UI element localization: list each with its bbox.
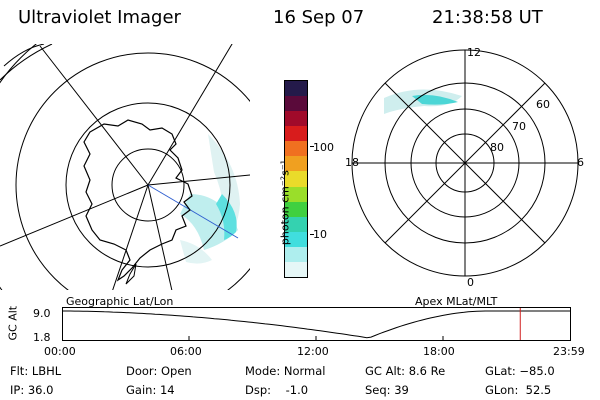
magnetic-map bbox=[351, 49, 579, 277]
mlat-label-80: 80 bbox=[490, 141, 504, 154]
altitude-plot bbox=[62, 307, 571, 341]
time-tick-3: 18:00 bbox=[423, 345, 455, 358]
status-door: Door: Open bbox=[126, 364, 192, 378]
colorbar bbox=[284, 80, 308, 278]
time-tick-4: 23:59 bbox=[553, 345, 585, 358]
colorbar-tick-100: 100 bbox=[313, 141, 334, 154]
altitude-ymin: 1.8 bbox=[33, 331, 51, 344]
status-gain: Gain: 14 bbox=[126, 383, 175, 397]
geographic-map bbox=[0, 44, 250, 290]
status-ip: IP: 36.0 bbox=[10, 383, 54, 397]
image-date: 16 Sep 07 bbox=[273, 7, 365, 28]
aurora-oval bbox=[384, 89, 462, 114]
mlt-label-0: 0 bbox=[467, 276, 474, 289]
status-seq: Seq: 39 bbox=[365, 383, 409, 397]
mlat-label-70: 70 bbox=[512, 120, 526, 133]
status-glat: GLat: −85.0 bbox=[485, 364, 555, 378]
mlt-label-18: 18 bbox=[345, 156, 359, 169]
magnetic-map-caption: Apex MLat/MLT bbox=[415, 295, 498, 308]
geographic-map-caption: Geographic Lat/Lon bbox=[66, 295, 174, 308]
status-glon: GLon: 52.5 bbox=[485, 383, 552, 397]
status-dsp: Dsp: -1.0 bbox=[245, 383, 309, 397]
colorbar-tick-10: 10 bbox=[313, 228, 327, 241]
time-tick-1: 06:00 bbox=[170, 345, 202, 358]
status-mode: Mode: Normal bbox=[245, 364, 326, 378]
status-gc-alt: GC Alt: 8.6 Re bbox=[365, 364, 446, 378]
time-tick-2: 12:00 bbox=[297, 345, 329, 358]
time-tick-0: 00:00 bbox=[44, 345, 76, 358]
mlat-label-60: 60 bbox=[536, 98, 550, 111]
mlt-label-12: 12 bbox=[467, 46, 481, 59]
status-filter: Flt: LBHL bbox=[10, 364, 62, 378]
altitude-ymax: 9.0 bbox=[33, 307, 51, 320]
altitude-axis-label: GC Alt bbox=[6, 305, 20, 341]
mlt-label-6: 6 bbox=[577, 156, 584, 169]
image-time: 21:38:58 UT bbox=[432, 7, 543, 28]
colorbar-unit-label: photon cm⁻²s⁻¹ bbox=[278, 159, 292, 246]
instrument-title: Ultraviolet Imager bbox=[18, 7, 181, 28]
aurora-emission bbox=[180, 134, 240, 264]
